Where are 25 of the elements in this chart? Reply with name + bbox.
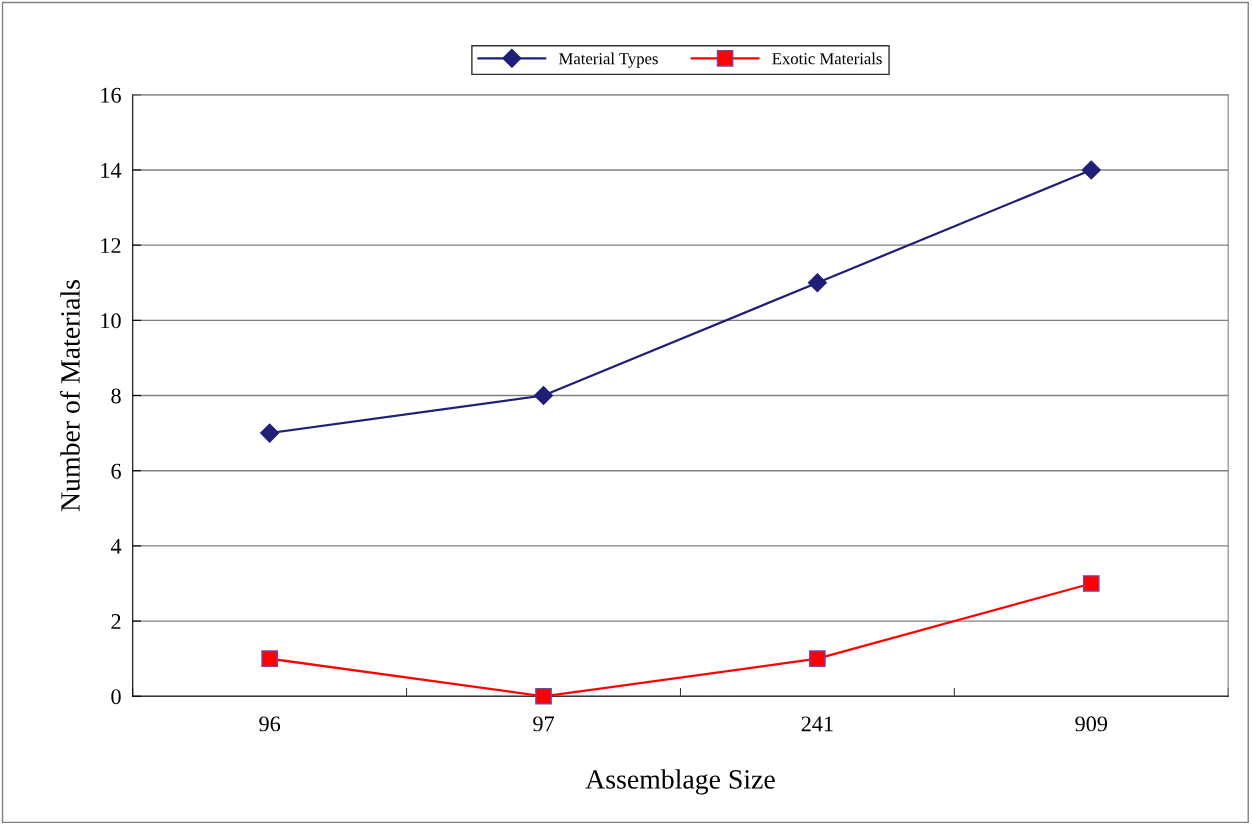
y-tick-label: 12 — [101, 238, 121, 253]
point — [1082, 575, 1100, 592]
point — [533, 385, 554, 406]
point — [809, 650, 826, 668]
point — [535, 687, 552, 705]
point — [1081, 160, 1101, 180]
y-tick-label: 10 — [101, 313, 121, 329]
point — [261, 650, 278, 668]
point — [260, 423, 280, 443]
y-tick-label: 16 — [101, 87, 121, 103]
x-tick-label: 97 — [533, 716, 554, 732]
y-axis-title: Number of Materials — [60, 280, 80, 512]
x-tick-label: 241 — [801, 716, 833, 732]
x-tick-label: 909 — [1075, 716, 1108, 732]
x-tick-label: 96 — [259, 716, 281, 732]
x-axis-title: Assemblage Size — [585, 769, 775, 795]
point — [807, 273, 827, 293]
y-tick-label: 0 — [111, 689, 121, 705]
legend-label: Material Types — [559, 52, 658, 68]
legend-label: Exotic Materials — [772, 52, 882, 65]
y-tick-label: 6 — [111, 463, 121, 479]
y-tick-label: 4 — [110, 538, 122, 554]
y-tick-label: 2 — [111, 614, 121, 629]
y-tick-label: 14 — [101, 162, 122, 178]
y-tick-label: 8 — [111, 388, 121, 404]
